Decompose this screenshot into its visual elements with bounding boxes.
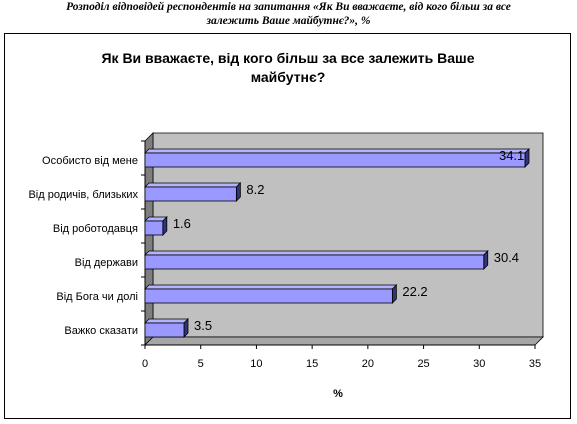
x-tick-label: 25 — [417, 358, 429, 370]
bar-value-label: 34.1 — [499, 148, 524, 163]
chart-floor — [144, 336, 544, 346]
x-axis-label: % — [333, 388, 343, 400]
x-tick-label: 5 — [198, 358, 204, 370]
bar-top-face — [144, 284, 398, 290]
bar — [144, 152, 526, 168]
bar-value-label: 1.6 — [173, 216, 191, 231]
x-tick-label: 20 — [362, 358, 374, 370]
bar — [144, 288, 393, 304]
figure-caption: Розподіл відповідей респондентів на запи… — [0, 0, 577, 28]
category-label: Від роботодавця — [53, 223, 138, 235]
x-tick-label: 35 — [529, 358, 541, 370]
x-tick-label: 30 — [473, 358, 485, 370]
bar-top-face — [144, 318, 189, 324]
bar-value-label: 3.5 — [194, 318, 212, 333]
x-tick-label: 15 — [306, 358, 318, 370]
category-label: Від Бога чи долі — [56, 291, 138, 303]
bar — [144, 220, 164, 236]
bar-top-face — [144, 182, 242, 188]
x-tick-label: 0 — [142, 358, 148, 370]
chart-title-line-2: майбутнє? — [251, 69, 326, 85]
bar — [144, 322, 185, 338]
chart-title-line-1: Як Ви вважаєте, від кого більш за все за… — [101, 50, 474, 66]
category-label: Особисто від мене — [42, 155, 138, 167]
bar-value-label: 30.4 — [494, 250, 519, 265]
caption-line-2: залежить Ваше майбутнє?», % — [206, 15, 371, 27]
bar — [144, 186, 237, 202]
category-label: Від родичів, близьких — [28, 189, 138, 201]
category-label: Важко сказати — [64, 325, 138, 337]
bar-top-face — [144, 148, 530, 154]
category-label: Від держави — [75, 257, 138, 269]
bar-value-label: 8.2 — [246, 182, 264, 197]
bar-value-label: 22.2 — [402, 284, 427, 299]
bar-top-face — [144, 250, 489, 256]
x-tick-label: 10 — [250, 358, 262, 370]
caption-line-1: Розподіл відповідей респондентів на запи… — [66, 1, 511, 13]
bar — [144, 254, 485, 270]
